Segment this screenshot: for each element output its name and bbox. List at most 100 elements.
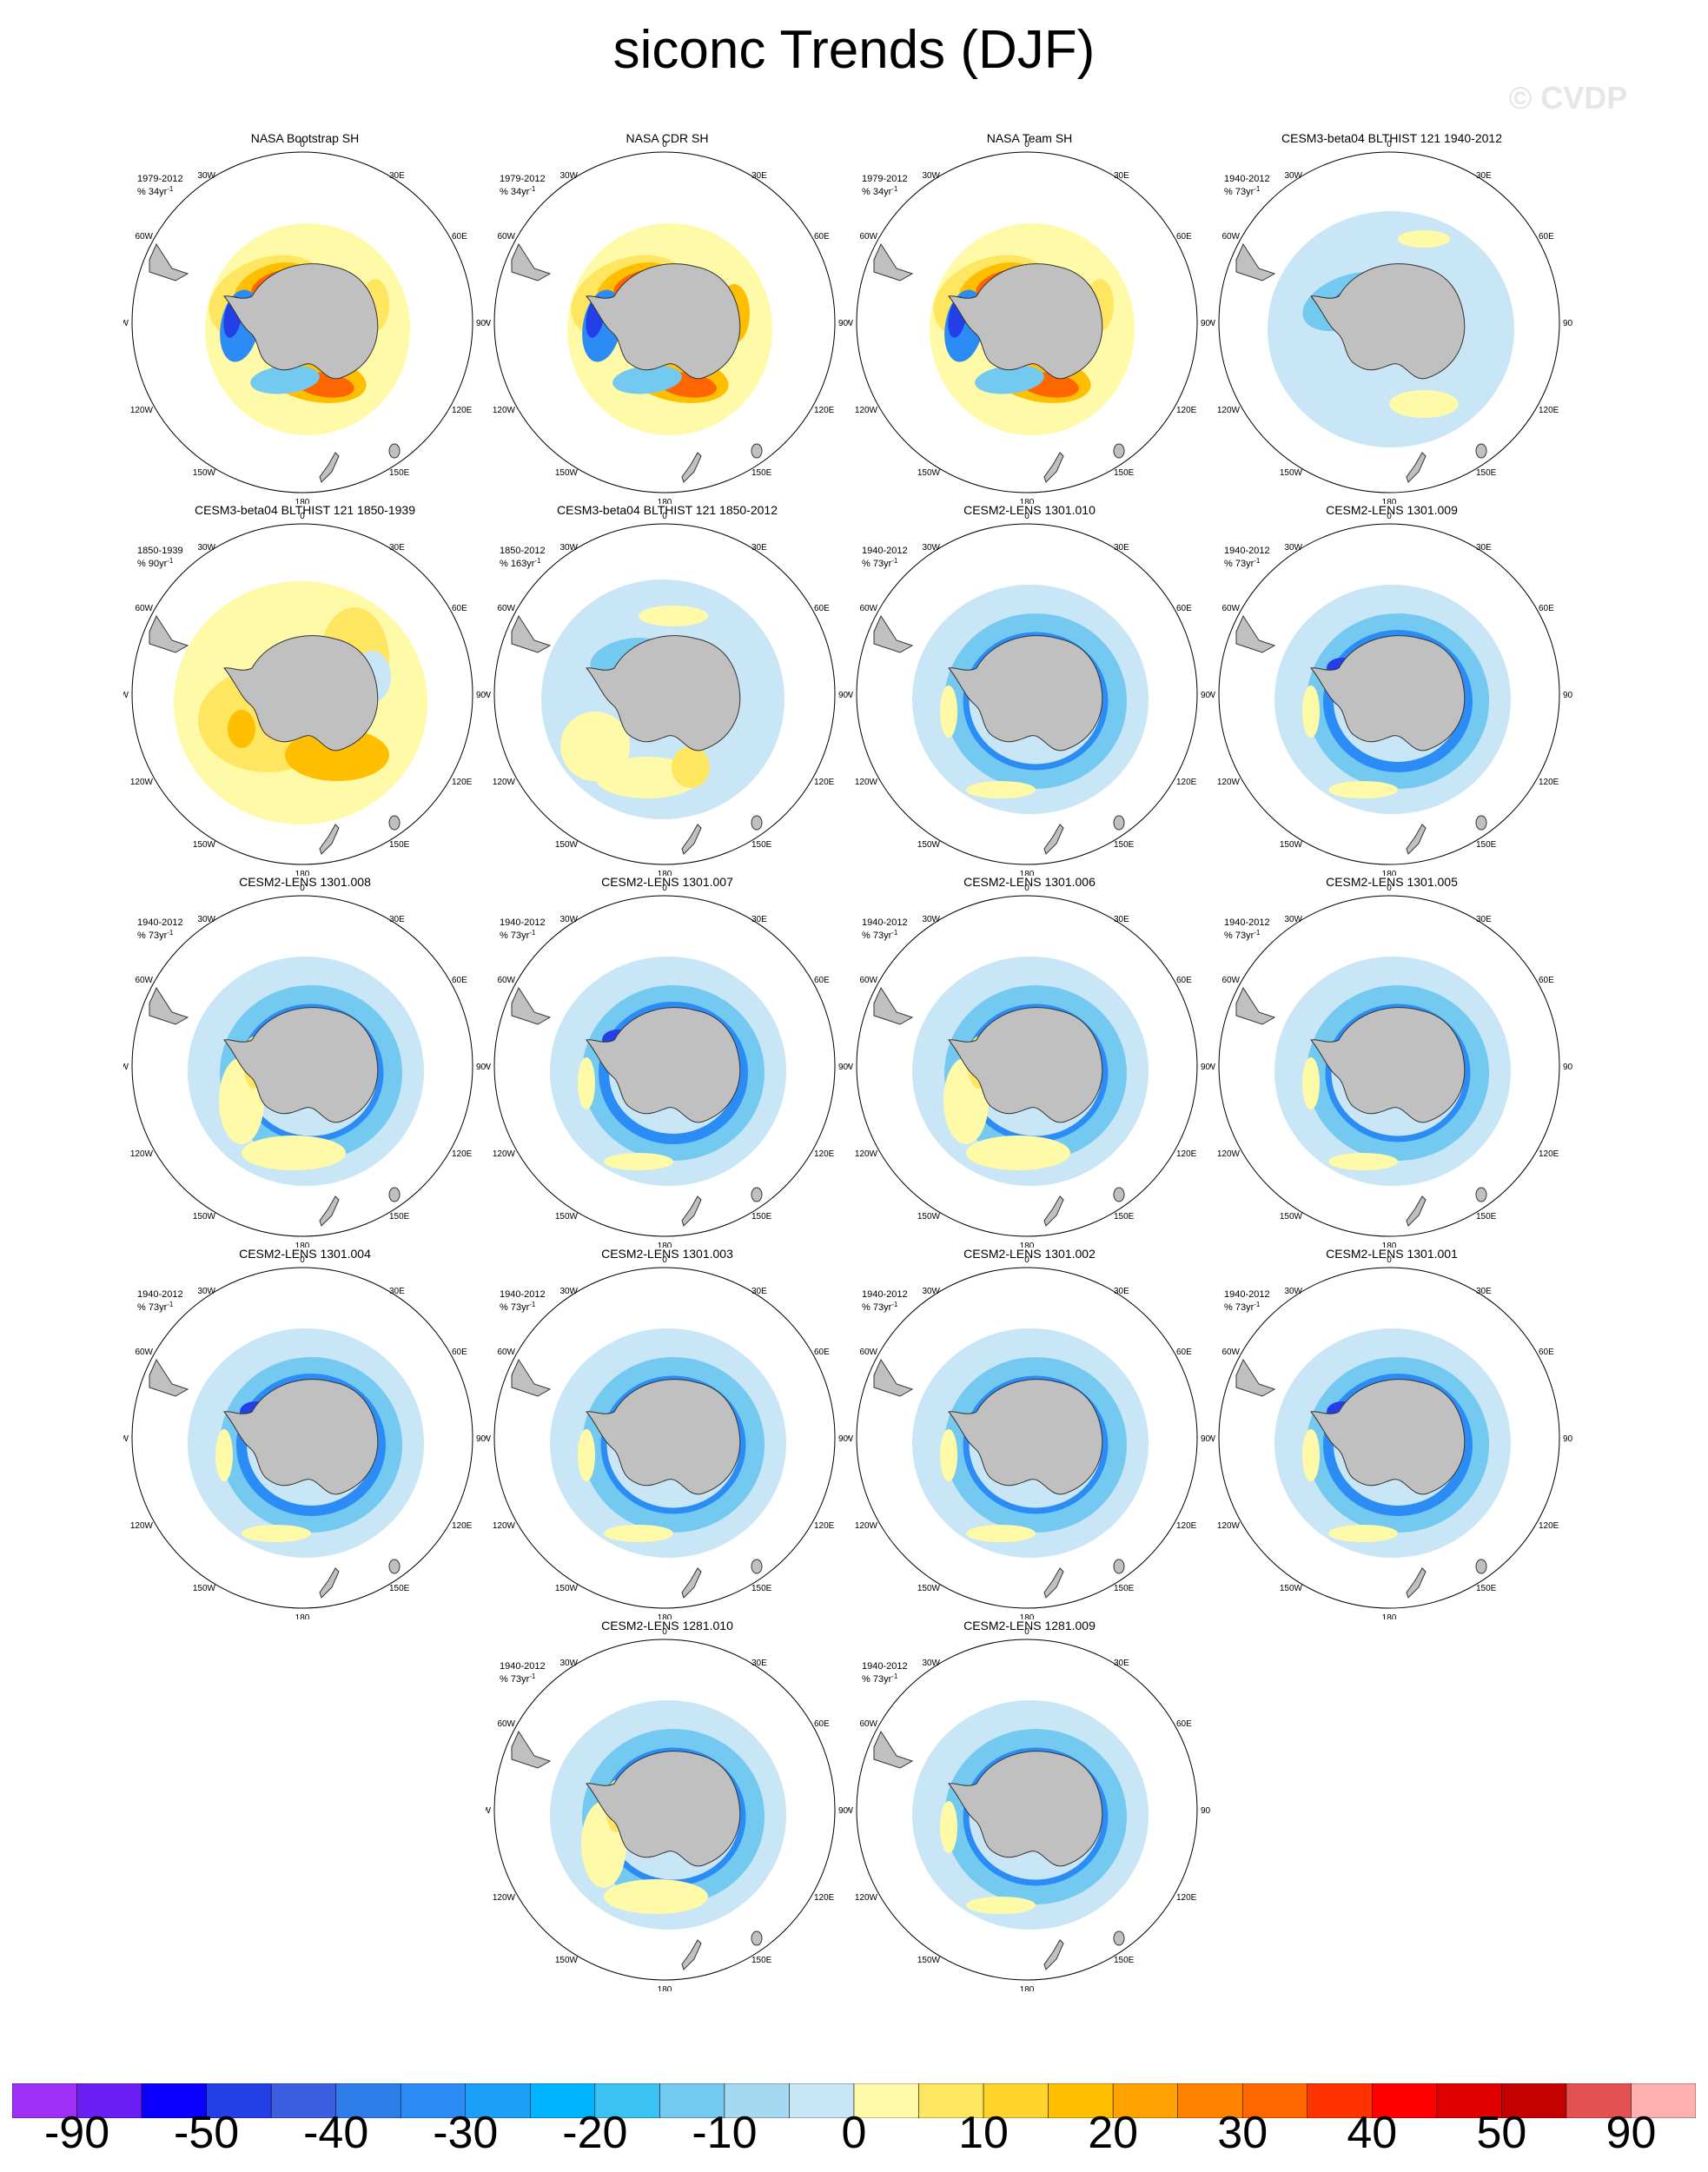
longitude-label: 90W [123, 691, 129, 700]
colorbar-swatch [1177, 2083, 1243, 2118]
antarctica-landmass [948, 635, 1103, 752]
panel-units-exponent: -1 [167, 185, 174, 193]
longitude-label: 30W [922, 1287, 940, 1296]
positive-trend-blob [604, 1879, 708, 1914]
south-america-landmass [511, 986, 552, 1025]
longitude-label: 90W [486, 319, 492, 328]
longitude-label: 120W [130, 1149, 154, 1159]
longitude-label: 180 [1382, 870, 1397, 876]
map-boundary-circle [493, 895, 836, 1237]
longitude-label: 90E [1201, 1434, 1211, 1444]
panel-units: % 73yr-1 [500, 1672, 535, 1685]
longitude-label: 90E [1563, 691, 1573, 700]
antarctica-landmass [1310, 1007, 1466, 1123]
longitude-label: 30E [1476, 1287, 1492, 1296]
panel-units-base: % 34yr [500, 187, 530, 197]
panel-units-base: % 73yr [1224, 930, 1255, 941]
longitude-label: 60E [814, 1348, 830, 1357]
panel-units: % 73yr-1 [137, 928, 173, 941]
panel-units: % 73yr-1 [862, 928, 897, 941]
tasmania-landmass [1113, 1559, 1125, 1574]
longitude-label: 90E [838, 1434, 849, 1444]
longitude-label: 150W [1280, 1212, 1303, 1222]
map-boundary-circle [1218, 151, 1560, 493]
panel-units: % 73yr-1 [137, 1300, 173, 1313]
south-america-landmass [511, 614, 552, 653]
longitude-label: 150E [751, 1212, 772, 1222]
positive-trend-blob [604, 1525, 673, 1542]
map-panel: 0 30E 30W 60E 60W 90E 90W 120E 120W 150E 150W 180 CE… [1210, 130, 1573, 504]
panel-units: % 34yr-1 [500, 184, 535, 197]
map-panel: 0 30E 30W 60E 60W 90E 90W 120E 120W 150E 150W 180 CE… [1210, 874, 1573, 1248]
longitude-label: 60W [1221, 1348, 1240, 1357]
map-panel: 0 30E 30W 60E 60W 90E 90W 120E 120W 150E 150W 180 CE… [848, 1246, 1211, 1619]
longitude-label: 90E [1563, 1063, 1573, 1072]
positive-trend-blob [604, 1153, 673, 1170]
colorbar-swatch [1307, 2083, 1373, 2118]
longitude-label: 0 [300, 884, 305, 893]
longitude-label: 30E [751, 171, 767, 181]
longitude-label: 30E [389, 543, 405, 553]
longitude-label: 0 [1387, 884, 1392, 893]
longitude-label: 120W [493, 406, 516, 415]
new-zealand-landmass [1043, 1195, 1064, 1227]
tasmania-landmass [751, 1559, 763, 1574]
map-content [873, 957, 1149, 1227]
longitude-label: 60E [814, 976, 830, 985]
panel-units-base: % 73yr [862, 930, 892, 941]
colorbar-tick-label: -90 [43, 2108, 110, 2158]
positive-trend-blob [1398, 230, 1450, 248]
tasmania-landmass [751, 1930, 763, 1946]
new-zealand-landmass [681, 1195, 702, 1227]
map-panel: 0 30E 30W 60E 60W 90E 90W 120E 120W 150E 150W 180 CE… [123, 874, 487, 1248]
tasmania-landmass [1113, 443, 1125, 459]
panel-units: % 73yr-1 [862, 1300, 897, 1313]
longitude-label: 180 [1020, 870, 1035, 876]
positive-trend-blob [966, 1136, 1070, 1170]
antarctica-landmass [948, 1007, 1103, 1123]
longitude-label: 60E [452, 232, 467, 242]
panel-units: % 34yr-1 [137, 184, 173, 197]
colorbar-swatch [530, 2083, 596, 2118]
longitude-label: 60W [1221, 976, 1240, 985]
positive-trend-blob [1389, 390, 1459, 418]
longitude-label: 120E [1539, 406, 1559, 415]
antarctica-landmass [1310, 1379, 1466, 1495]
colorbar-swatch [853, 2083, 919, 2118]
figure-title: siconc Trends (DJF) [612, 20, 1096, 80]
panel-units-exponent: -1 [891, 557, 898, 565]
longitude-label: 150E [1114, 1956, 1135, 1965]
panel-period: 1940-2012 [862, 917, 908, 928]
panel-title: CESM3-beta04 BLTHIST 121 1940-2012 [1281, 131, 1502, 145]
new-zealand-landmass [681, 452, 702, 483]
new-zealand-landmass [681, 824, 702, 855]
map-boundary-circle [493, 1639, 836, 1981]
longitude-label: 60E [1539, 1348, 1554, 1357]
longitude-label: 180 [1382, 1242, 1397, 1248]
antarctica-landmass [586, 263, 741, 380]
south-america-landmass [873, 1358, 914, 1397]
longitude-label: 60W [1221, 604, 1240, 613]
colorbar-swatch [724, 2083, 790, 2118]
positive-trend-blob [228, 710, 255, 748]
longitude-label: 60E [1176, 1348, 1192, 1357]
longitude-label: 180 [295, 1242, 310, 1248]
longitude-label: 90W [123, 319, 129, 328]
longitude-label: 150E [751, 840, 772, 850]
positive-trend-blob [966, 1525, 1036, 1542]
south-america-landmass [1235, 986, 1276, 1025]
longitude-label: 120E [1176, 1893, 1197, 1903]
longitude-label: 30W [197, 915, 215, 924]
map-panel: 0 30E 30W 60E 60W 90E 90W 120E 120W 150E 150W 180 CE… [123, 1246, 487, 1619]
positive-trend-blob [578, 1429, 595, 1481]
longitude-label: 90W [1210, 319, 1216, 328]
polar-map: 0 30E 30W 60E 60W 90E 90W 120E 120W 150E 150W 180 [123, 512, 487, 876]
map-boundary-circle [131, 151, 473, 493]
longitude-label: 180 [658, 1242, 672, 1248]
colorbar-swatch [1631, 2083, 1696, 2118]
longitude-label: 150E [389, 1212, 410, 1222]
longitude-label: 60E [452, 1348, 467, 1357]
longitude-label: 150E [389, 840, 410, 850]
panel-units-base: % 73yr [1224, 187, 1255, 197]
colorbar-tick-label: 30 [1217, 2108, 1268, 2158]
